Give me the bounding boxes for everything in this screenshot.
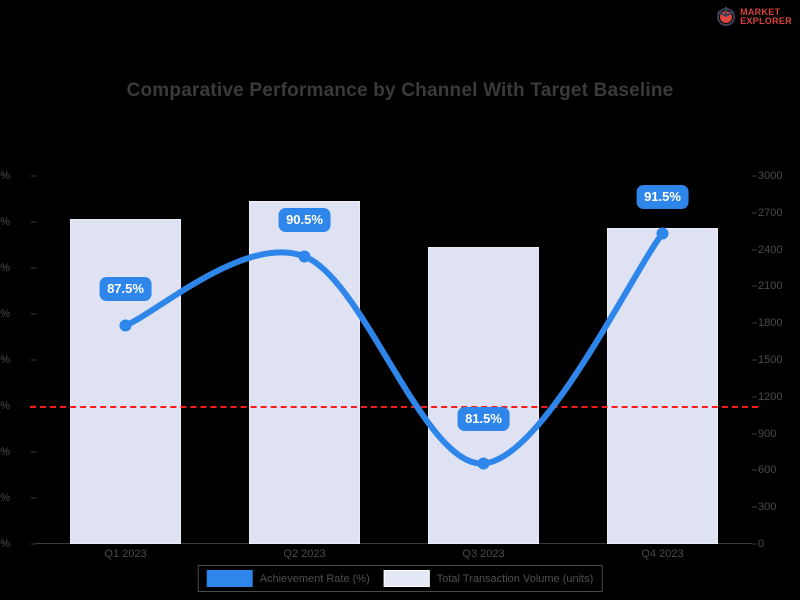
y-axis-right-tick-mark xyxy=(752,249,757,251)
line-marker[interactable] xyxy=(119,319,132,332)
y-axis-right-tick-label: 2400 xyxy=(758,243,783,256)
y-axis-right-tick-mark xyxy=(752,175,757,177)
y-axis-left-tick-mark xyxy=(31,175,36,177)
x-axis-tick-label: Q3 2023 xyxy=(462,548,505,560)
y-axis-left-tick-label: 78% xyxy=(0,538,10,550)
y-axis-right-tick-mark xyxy=(752,359,757,361)
y-axis-right-tick-mark xyxy=(752,433,757,435)
legend-item-line[interactable]: Achievement Rate (%) xyxy=(206,570,370,587)
data-label: 87.5% xyxy=(100,277,151,300)
y-axis-left-tick-mark xyxy=(31,497,36,499)
bar[interactable] xyxy=(607,227,718,544)
x-axis-tick-label: Q4 2023 xyxy=(641,548,684,560)
y-axis-left-tick-label: 80% xyxy=(0,492,10,504)
y-axis-right-tick-label: 1800 xyxy=(758,317,783,330)
y-axis-left-tick-label: 82% xyxy=(0,446,10,458)
line-marker[interactable] xyxy=(298,250,311,263)
y-axis-left-tick-mark xyxy=(31,221,36,223)
line-marker[interactable] xyxy=(477,457,490,470)
y-axis-right-tick-label: 2100 xyxy=(758,280,783,293)
circular-burst-icon xyxy=(716,7,736,27)
chart-title: Comparative Performance by Channel With … xyxy=(126,80,674,101)
brand-logo-text: MARKET EXPLORER xyxy=(740,6,792,26)
x-axis-tick-label: Q2 2023 xyxy=(283,548,326,560)
y-axis-left-tick-mark xyxy=(31,359,36,361)
y-axis-right-tick-label: 2700 xyxy=(758,206,783,219)
y-axis-left-tick-label: 88% xyxy=(0,308,10,320)
legend-swatch-line xyxy=(206,570,253,587)
y-axis-right-tick-label: 1500 xyxy=(758,354,783,366)
brand-logo-line2: EXPLORER xyxy=(740,16,792,26)
y-axis-right-tick-mark xyxy=(752,543,757,545)
y-axis-right-tick-label: 300 xyxy=(758,501,777,514)
reference-line-target xyxy=(30,406,758,408)
y-axis-right-tick-label: 600 xyxy=(758,464,777,477)
y-axis-left-tick-label: 94% xyxy=(0,170,10,182)
brand-logo: MARKET EXPLORER xyxy=(712,4,796,30)
legend-item-bar[interactable]: Total Transaction Volume (units) xyxy=(383,570,594,587)
y-axis-left-tick-mark xyxy=(31,451,36,453)
y-axis-right-tick-label: 900 xyxy=(758,427,777,440)
legend-swatch-bar xyxy=(383,570,430,587)
legend-label-bar: Total Transaction Volume (units) xyxy=(436,572,594,585)
data-label: 91.5% xyxy=(637,185,688,208)
bar[interactable] xyxy=(70,218,181,544)
x-axis-tick-label: Q1 2023 xyxy=(104,548,147,560)
y-axis-left-tick-label: 90% xyxy=(0,262,10,274)
y-axis-left-tick-label: 86% xyxy=(0,354,10,366)
x-axis-line xyxy=(36,543,752,544)
legend-label-line: Achievement Rate (%) xyxy=(259,572,370,585)
y-axis-left-tick-mark xyxy=(31,543,36,545)
y-axis-right-tick-label: 1200 xyxy=(758,390,783,403)
y-axis-left-tick-label: 92% xyxy=(0,216,10,228)
brand-logo-line1: MARKET xyxy=(740,6,781,17)
y-axis-left-tick-mark xyxy=(31,267,36,269)
y-axis-right-tick-mark xyxy=(752,322,757,324)
y-axis-right-tick-mark xyxy=(752,212,757,214)
plot-area: 94%92%90%88%86%84%82%80%78% 300027002400… xyxy=(0,170,782,560)
line-path xyxy=(122,230,666,467)
data-label: 81.5% xyxy=(458,407,509,430)
y-axis-right-tick-mark xyxy=(752,396,757,398)
y-axis-right-tick-mark xyxy=(752,285,757,287)
line-series xyxy=(119,227,669,470)
y-axis-right-tick-mark xyxy=(752,469,757,471)
y-axis-right-tick-label: 0 xyxy=(758,538,765,550)
y-axis-left-tick-mark xyxy=(31,313,36,315)
data-label: 90.5% xyxy=(279,208,330,231)
line-markers xyxy=(119,227,669,470)
bar[interactable] xyxy=(428,247,539,544)
y-axis-right-tick-label: 3000 xyxy=(758,170,783,182)
chart-legend: Achievement Rate (%) Total Transaction V… xyxy=(197,565,603,592)
y-axis-right-tick-mark xyxy=(752,506,757,508)
line-marker[interactable] xyxy=(656,227,669,240)
y-axis-left-tick-label: 84% xyxy=(0,400,10,412)
